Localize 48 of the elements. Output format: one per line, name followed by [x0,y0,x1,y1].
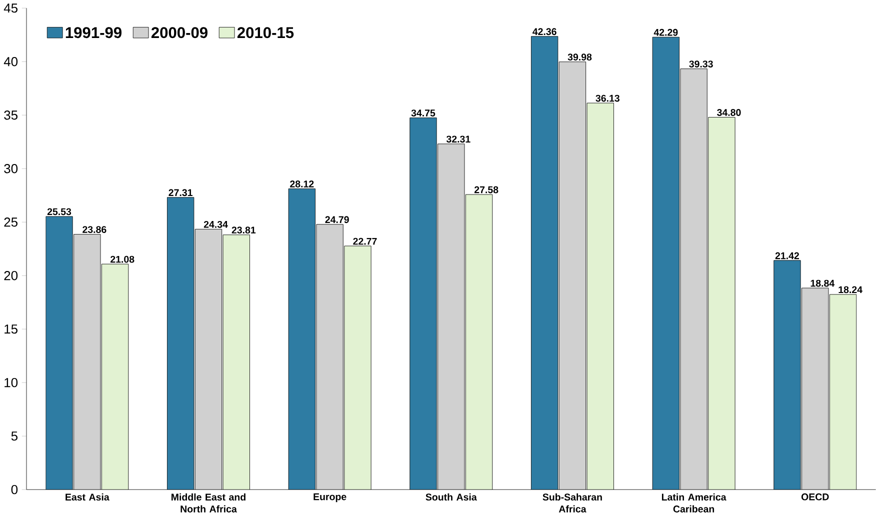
y-tick-label: 0 [11,484,18,494]
data-label: 22.77 [353,238,377,245]
y-tick-label: 15 [4,324,18,334]
data-label: 24.79 [325,216,349,224]
legend-label: 2000-09 [151,27,208,38]
x-tick-label: OECD [801,493,829,500]
data-label: 34.75 [411,110,436,116]
data-label: 39.98 [568,54,592,61]
y-tick-label: 35 [4,110,18,120]
y-tick-label: 20 [4,270,18,280]
bar [802,288,829,490]
data-label: 21.42 [775,252,800,260]
data-label: 23.81 [232,226,256,234]
data-label: 34.80 [717,109,741,116]
bar [680,68,708,490]
x-tick-label: South Asia [426,493,477,501]
bar [559,62,586,490]
x-tick-label: Europe [314,493,346,502]
data-label: 42.29 [654,28,678,36]
y-tick-label: 40 [4,57,18,66]
y-tick-label: 25 [4,217,18,227]
bar [438,144,464,490]
data-label: 23.86 [82,226,106,233]
data-label: 25.53 [47,208,72,216]
data-label: 42.36 [532,28,556,36]
data-label: 18.84 [810,280,835,287]
x-tick-label: Latin America Caribean [662,493,726,512]
x-tick-label: East Asia [66,493,110,501]
y-tick-label: 10 [4,378,18,388]
data-label: 32.31 [446,136,470,143]
bar [74,234,100,490]
x-tick-label: Sub-Saharan Africa [542,493,602,512]
data-label: 27.58 [474,186,498,194]
data-label: 21.08 [110,256,134,263]
bar [195,229,222,490]
y-tick-label: 30 [4,164,18,174]
data-label: 24.34 [204,220,228,228]
data-label: 39.33 [689,60,713,68]
bar [316,224,344,490]
y-tick-label: 45 [4,4,18,13]
data-label: 36.13 [596,94,620,102]
legend-label: 2010-15 [237,27,294,38]
data-label: 28.12 [290,180,314,188]
x-tick-label: Middle East and North Africa [172,493,246,512]
y-tick-label: 5 [11,432,18,441]
legend-label: 1991-99 [66,27,122,38]
data-label: 27.31 [168,189,192,196]
data-label: 18.24 [838,286,862,294]
